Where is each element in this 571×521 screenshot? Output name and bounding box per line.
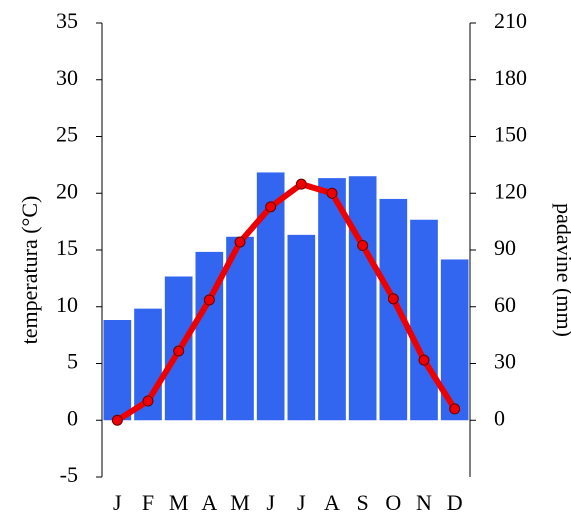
- point: [418, 354, 430, 366]
- x-tick-label: N: [416, 490, 432, 515]
- x-tick-label: F: [142, 490, 154, 515]
- y2-tick-label: 0: [494, 405, 505, 430]
- point: [357, 239, 369, 251]
- y2-tick-label: 60: [494, 292, 516, 317]
- x-tick-label: A: [324, 490, 340, 515]
- y2-tick-label: 30: [494, 349, 516, 374]
- y2-tick-label: 180: [494, 65, 527, 90]
- x-tick-label: J: [297, 490, 306, 515]
- x-tick-label: S: [357, 490, 369, 515]
- y-tick-label: 25: [56, 122, 78, 147]
- x-tick-label: J: [266, 490, 275, 515]
- y-tick-label: 10: [56, 292, 78, 317]
- y2-axis-label: padavine (mm): [552, 203, 571, 337]
- y-tick-label: 0: [67, 405, 78, 430]
- y-tick-label: 15: [56, 235, 78, 260]
- y2-tick-label: 210: [494, 8, 527, 33]
- x-tick-label: J: [113, 490, 122, 515]
- point: [142, 395, 154, 407]
- y2-tick-label: 120: [494, 178, 527, 203]
- line: [115, 181, 458, 423]
- bar: [379, 198, 408, 421]
- bar: [318, 178, 346, 421]
- point: [326, 187, 338, 199]
- bar: [226, 236, 254, 421]
- x-tick-label: O: [385, 490, 401, 515]
- y2-tick-label: 90: [494, 235, 516, 260]
- bar: [348, 176, 377, 421]
- y-axis-label: temperatura (°C): [17, 196, 42, 345]
- bar: [287, 234, 316, 421]
- y2-tick-label: 150: [494, 122, 527, 147]
- point: [295, 178, 307, 190]
- x-tick-label: M: [169, 490, 189, 515]
- x-tick-label: D: [447, 490, 463, 515]
- point: [449, 403, 461, 415]
- bar: [410, 219, 438, 421]
- y-tick-label: 5: [67, 349, 78, 374]
- point: [173, 345, 185, 357]
- point: [111, 414, 123, 426]
- y-tick-label: 35: [56, 8, 78, 33]
- point: [387, 293, 399, 305]
- point: [265, 201, 277, 213]
- point: [234, 236, 246, 248]
- point: [203, 294, 215, 306]
- y-tick-label: 30: [56, 65, 78, 90]
- bar: [103, 319, 132, 421]
- y-tick-label: 20: [56, 178, 78, 203]
- x-tick-label: A: [201, 490, 217, 515]
- x-tick-label: M: [230, 490, 250, 515]
- y-tick-label: -5: [60, 462, 78, 487]
